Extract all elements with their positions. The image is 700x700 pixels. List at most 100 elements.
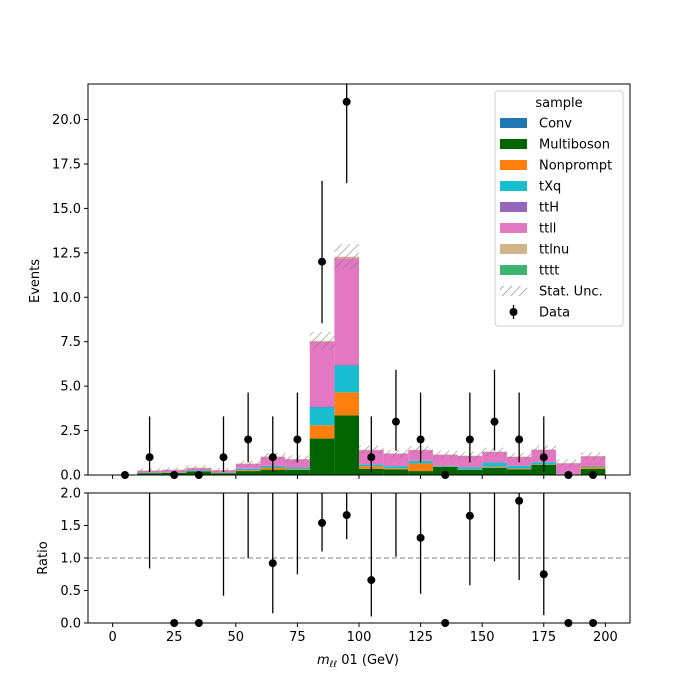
ratio-point xyxy=(318,518,327,527)
bar-txq xyxy=(383,466,409,469)
legend-label: tttt xyxy=(539,264,559,279)
data-point xyxy=(367,453,376,462)
bar-multiboson xyxy=(137,473,162,475)
bar-txq xyxy=(457,467,483,470)
legend-swatch-stat-unc xyxy=(500,286,527,296)
bar-nonprompt xyxy=(309,425,335,439)
bar-txq xyxy=(334,365,359,393)
bar-nonprompt xyxy=(482,466,507,468)
x-tick-label: 125 xyxy=(408,630,433,645)
bar-multiboson xyxy=(211,473,236,475)
legend-swatch-tttt xyxy=(500,265,527,275)
bar-nonprompt xyxy=(383,468,409,470)
ratio-y-axis-label: Ratio xyxy=(36,541,51,574)
y-tick-label: 5.0 xyxy=(60,380,81,395)
y-tick-label: 0.0 xyxy=(60,469,81,484)
bar-ttll xyxy=(334,258,359,365)
data-point xyxy=(145,453,154,462)
bar-txq xyxy=(285,467,310,470)
bar-nonprompt xyxy=(334,392,359,416)
stat-unc-band xyxy=(161,467,187,472)
data-point xyxy=(391,417,400,426)
bar-txq xyxy=(580,466,606,468)
bar-txq xyxy=(482,462,507,467)
ratio-point xyxy=(539,570,548,579)
bar-ttll xyxy=(309,341,335,407)
ratio-y-tick-label: 1.5 xyxy=(60,519,81,534)
stat-unc-band xyxy=(334,244,359,270)
y-tick-label: 2.5 xyxy=(60,424,81,439)
x-tick-label: 75 xyxy=(289,630,306,645)
stat-unc-band xyxy=(482,447,507,456)
legend-swatch-ttll xyxy=(500,223,527,233)
bar-multiboson xyxy=(482,467,507,475)
bar-multiboson xyxy=(235,471,261,475)
bar-ttll xyxy=(235,463,261,469)
data-point xyxy=(465,435,474,444)
x-tick-label: 150 xyxy=(470,630,495,645)
x-tick-label: 100 xyxy=(347,630,372,645)
legend-label: Multiboson xyxy=(539,138,610,153)
legend-label: tXq xyxy=(539,180,561,195)
x-tick-label: 50 xyxy=(228,630,245,645)
ratio-y-tick-label: 1.0 xyxy=(60,552,81,567)
legend-swatch-nonprompt xyxy=(500,160,527,170)
data-point xyxy=(244,435,253,444)
bar-nonprompt xyxy=(408,463,433,472)
bar-multiboson xyxy=(285,470,310,475)
bar-txq xyxy=(186,470,212,472)
x-tick-label: 0 xyxy=(108,630,116,645)
legend-swatch-ttlnu xyxy=(500,244,527,254)
bar-nonprompt xyxy=(285,469,310,471)
bar-multiboson xyxy=(309,438,335,475)
legend: sample Conv Multiboson Nonprompt tXq ttH ttll t… xyxy=(494,90,624,327)
stat-unc-band xyxy=(235,460,261,467)
data-point xyxy=(268,453,277,462)
x-tick-label: 175 xyxy=(531,630,556,645)
bar-multiboson xyxy=(334,415,359,475)
legend-swatch-txq xyxy=(500,181,527,191)
ratio-y-tick-label: 2.0 xyxy=(60,487,81,502)
bar-tth xyxy=(309,406,335,408)
bar-nonprompt xyxy=(580,467,606,469)
stat-unc-band xyxy=(556,459,581,467)
ratio-point xyxy=(515,496,524,505)
legend-label: Conv xyxy=(539,117,572,132)
data-point xyxy=(342,97,351,106)
bar-ttll xyxy=(432,454,458,466)
bar-nonprompt xyxy=(506,468,532,470)
bar-multiboson xyxy=(457,469,483,475)
stat-unc-band xyxy=(309,331,335,350)
y-tick-label: 15.0 xyxy=(52,202,81,217)
ratio-y-tick-label: 0.0 xyxy=(60,617,81,632)
stat-unc-band xyxy=(432,450,458,458)
data-point xyxy=(539,453,548,462)
x-axis-label-sub: ℓℓ xyxy=(329,660,337,670)
stat-unc-band xyxy=(383,449,409,457)
main-y-axis-label: Events xyxy=(28,259,43,303)
bar-nonprompt xyxy=(235,470,261,472)
ratio-point xyxy=(416,533,425,542)
data-point xyxy=(515,435,524,444)
bar-txq xyxy=(309,407,335,426)
ratio-point xyxy=(342,511,351,520)
x-axis-label-math: m xyxy=(317,653,330,668)
stat-unc-band xyxy=(186,465,212,470)
ratio-point xyxy=(367,576,376,585)
bar-multiboson xyxy=(506,469,532,475)
legend-swatch-conv xyxy=(500,118,527,128)
bar-multiboson xyxy=(383,469,409,475)
bar-multiboson xyxy=(260,469,286,475)
data-point xyxy=(318,257,327,266)
bar-tth xyxy=(334,364,359,366)
legend-swatch-data-marker xyxy=(509,308,518,316)
y-tick-label: 20.0 xyxy=(52,113,81,128)
y-tick-label: 7.5 xyxy=(60,335,81,350)
legend-label: ttlnu xyxy=(539,243,569,258)
legend-label: Stat. Unc. xyxy=(539,285,603,300)
bar-ttll xyxy=(285,459,310,468)
data-point xyxy=(293,435,302,444)
bar-txq xyxy=(506,465,532,469)
y-tick-label: 10.0 xyxy=(52,291,81,306)
x-tick-label: 25 xyxy=(166,630,183,645)
